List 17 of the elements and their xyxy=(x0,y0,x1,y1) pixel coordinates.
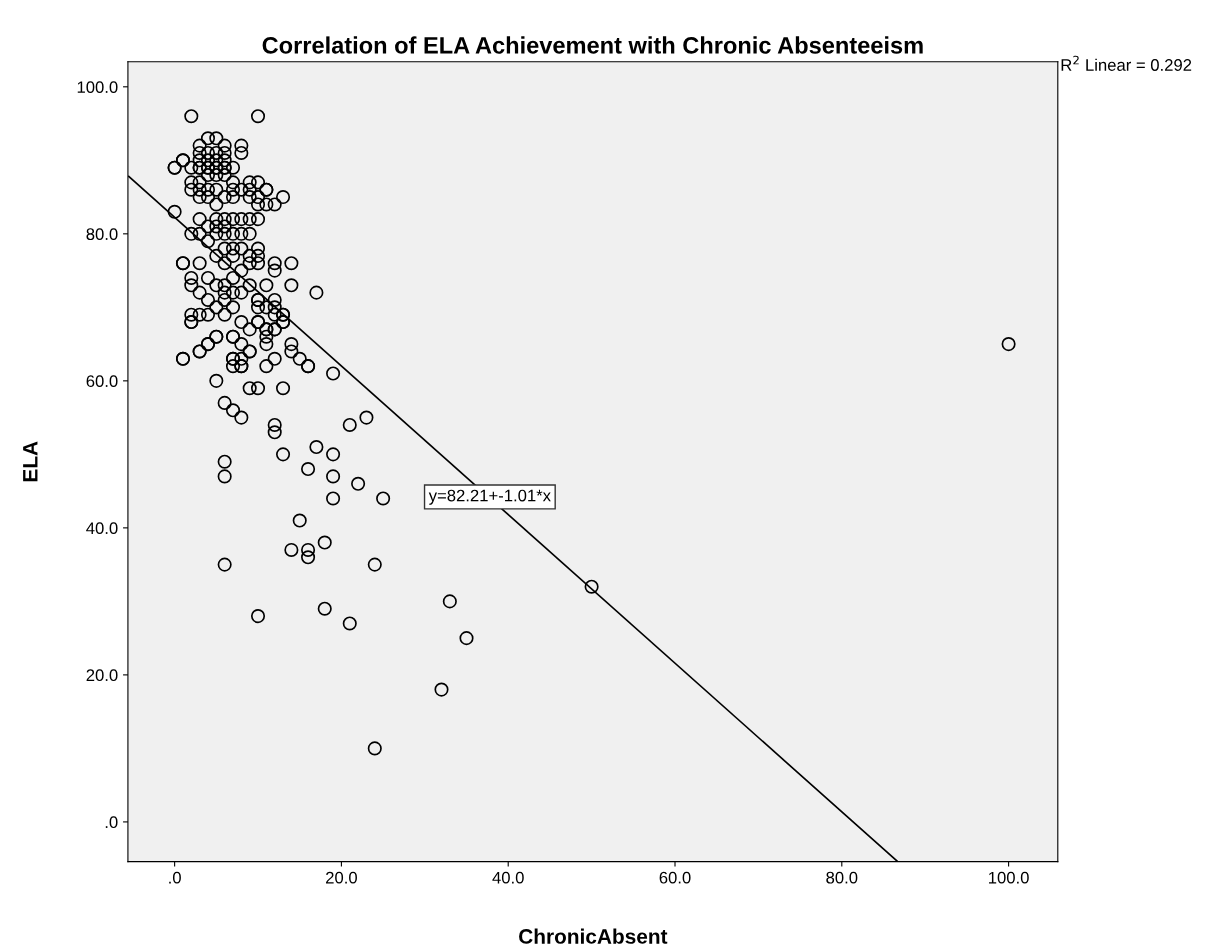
x-axis-title: ChronicAbsent xyxy=(519,928,668,944)
x-tick-label: 80.0 xyxy=(826,871,858,884)
x-tick-label: 60.0 xyxy=(659,871,691,884)
y-tick-label: 80.0 xyxy=(86,228,118,241)
chart-title: Correlation of ELA Achievement with Chronic Absenteeism xyxy=(262,36,923,54)
y-tick-label: 40.0 xyxy=(86,522,118,535)
y-tick-label: .0 xyxy=(105,816,118,829)
y-axis-title: ELA xyxy=(23,441,38,482)
text: R$^{2}$ Linear = 0.292 xyxy=(1061,55,1192,71)
y-tick-label: 20.0 xyxy=(86,669,118,682)
y-tick-label: 100.0 xyxy=(77,81,118,94)
y-tick-label: 60.0 xyxy=(86,375,118,388)
x-tick-label: .0 xyxy=(169,871,181,884)
x-tick-label: 20.0 xyxy=(326,871,357,884)
annotation: y=82.21+-1.01*x xyxy=(428,489,551,505)
x-tick-label: 100.0 xyxy=(989,871,1029,884)
x-tick-label: 40.0 xyxy=(492,871,524,884)
